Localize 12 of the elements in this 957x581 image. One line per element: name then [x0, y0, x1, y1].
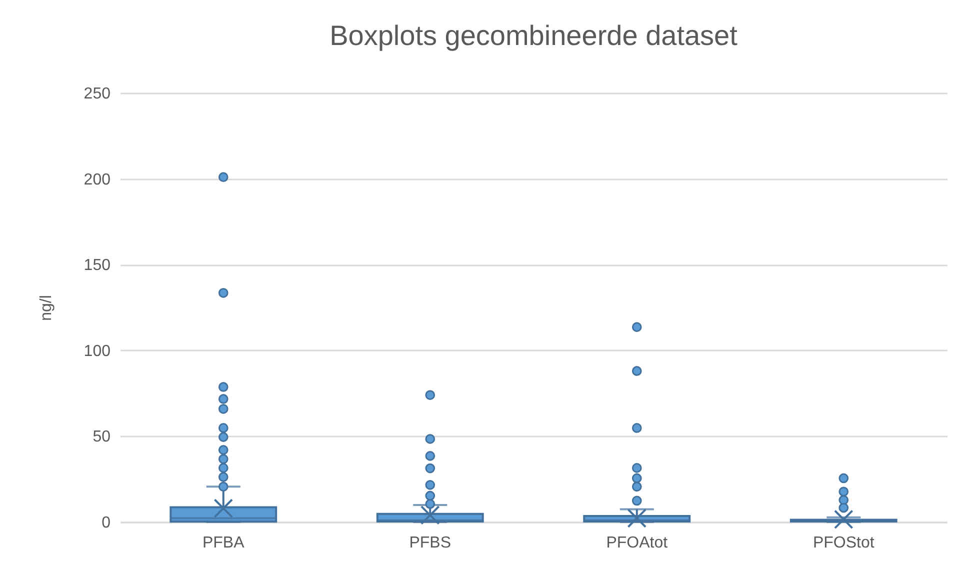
y-axis-title: ng/l: [38, 295, 55, 321]
x-tick-label: PFOAtot: [606, 534, 668, 552]
y-tick-label: 200: [84, 171, 111, 188]
y-tick-label: 50: [92, 428, 111, 446]
y-tick-label: 250: [84, 86, 111, 102]
x-tick-label: PFBA: [202, 534, 245, 552]
chart-title: Boxplots gecombineerde dataset: [330, 20, 738, 51]
y-tick-label: 150: [84, 257, 111, 274]
y-tick-label: 100: [84, 342, 111, 360]
x-tick-label: PFOStot: [812, 534, 875, 552]
x-tick-label: PFBS: [409, 534, 452, 552]
y-tick-label: 0: [102, 514, 111, 532]
